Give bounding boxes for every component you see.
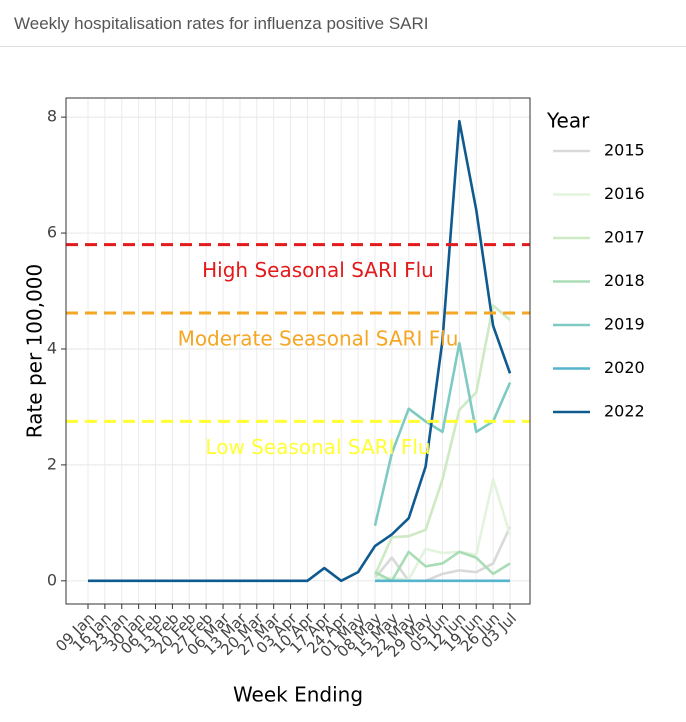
series-line	[373, 304, 511, 576]
series-line	[88, 119, 512, 583]
series-line	[374, 478, 512, 581]
y-tick-label: 2	[47, 454, 57, 473]
legend-label: 2015	[604, 141, 645, 160]
y-axis-label: Rate per 100,000	[23, 264, 47, 439]
y-tick-label: 6	[47, 223, 57, 242]
legend-label: 2017	[604, 228, 645, 247]
legend-label: 2019	[604, 315, 645, 334]
y-tick-label: 8	[47, 107, 57, 126]
threshold-label: High Seasonal SARI Flu	[202, 258, 434, 282]
legend-label: 2016	[604, 184, 645, 203]
plot-background	[66, 98, 530, 604]
legend-label: 2020	[604, 358, 645, 377]
series-line	[373, 526, 512, 583]
series-line	[374, 550, 511, 583]
legend-title: Year	[546, 109, 590, 133]
y-tick-label: 0	[47, 570, 57, 589]
plot-border	[65, 97, 531, 605]
panel-title: Weekly hospitalisation rates for influen…	[0, 0, 686, 47]
legend-label: 2018	[604, 271, 645, 290]
series-line	[373, 341, 512, 527]
legend-label: 2022	[604, 402, 645, 421]
threshold-label: Moderate Seasonal SARI Flu	[178, 327, 459, 351]
threshold-label: Low Seasonal SARI Flu	[205, 435, 430, 459]
x-axis-label: Week Ending	[233, 683, 363, 707]
y-tick-label: 4	[47, 338, 57, 357]
chart: Rate per 100,000 Week Ending Year 024680…	[23, 97, 645, 707]
